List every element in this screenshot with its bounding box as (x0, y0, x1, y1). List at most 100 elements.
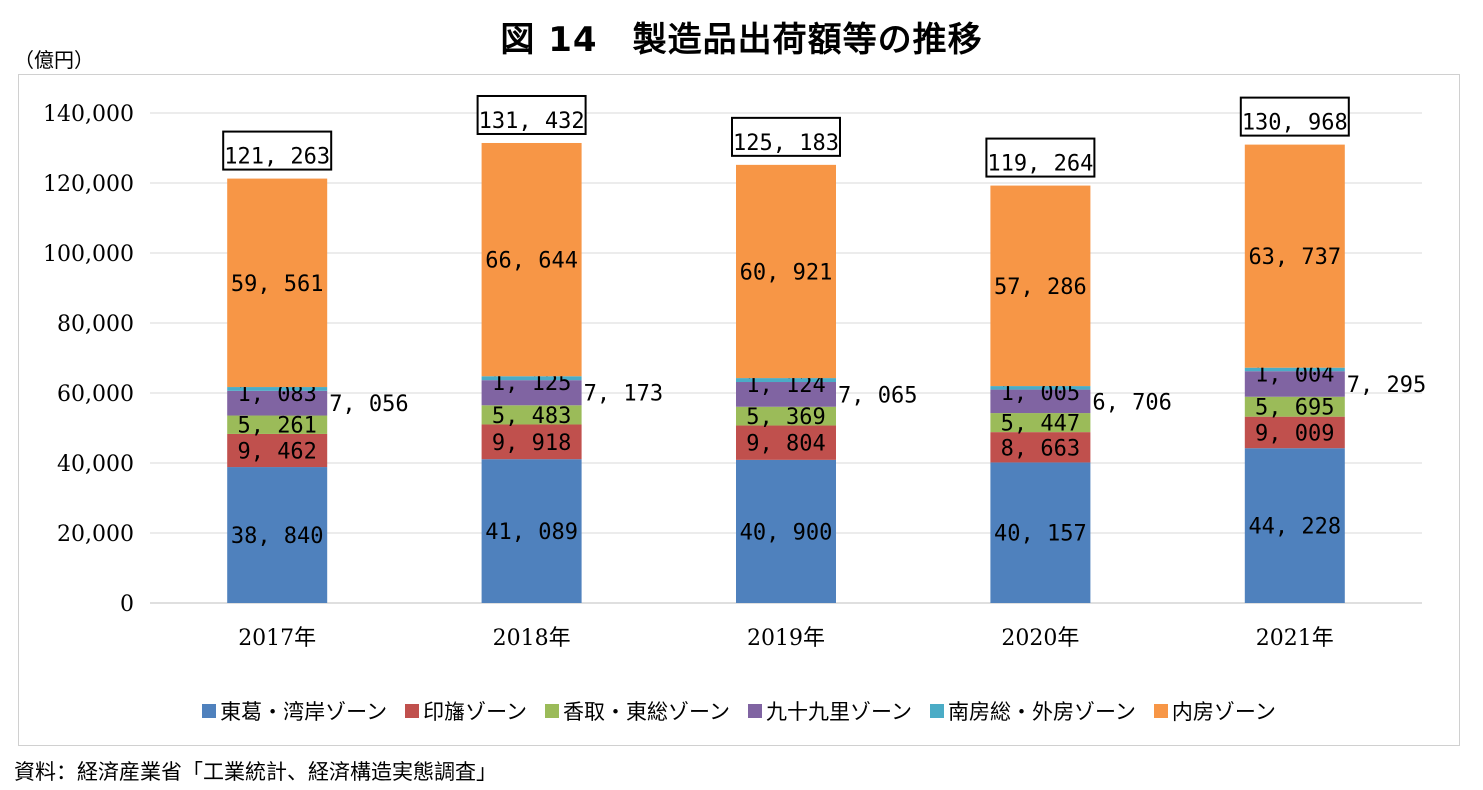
bar-segment (227, 415, 328, 434)
legend-item: 東葛・湾岸ゾーン (202, 696, 387, 726)
data-label: 5, 483 (492, 404, 571, 429)
legend-label: 印旛ゾーン (423, 700, 528, 724)
data-label: 5, 695 (1255, 396, 1334, 421)
data-label: 5, 447 (1001, 412, 1080, 437)
bar-segment (990, 462, 1091, 603)
data-label: 7, 295 (1347, 373, 1426, 398)
legend-swatch (1153, 704, 1168, 718)
data-label: 8, 663 (1001, 436, 1080, 461)
total-label-box (222, 130, 333, 171)
bar-segment (990, 413, 1091, 433)
legend-item: 印旛ゾーン (405, 696, 527, 726)
bar-segment (990, 432, 1091, 463)
total-label-box (731, 116, 841, 157)
total-label-box (1239, 96, 1350, 137)
bar-segment (990, 389, 1091, 414)
bar-segment (736, 459, 836, 603)
bar-segment (481, 405, 582, 425)
y-tick-label: 0 (120, 592, 134, 617)
bar-segment (481, 376, 582, 381)
bar-segment (1244, 448, 1345, 603)
x-tick-label: 2021年 (1256, 626, 1334, 651)
legend-swatch (929, 704, 944, 718)
legend-label: 内房ゾーン (1171, 700, 1276, 724)
legend-swatch (748, 704, 762, 718)
bar-segment (481, 380, 582, 406)
y-tick-label: 60,000 (57, 382, 134, 407)
legend-label: 東葛・湾岸ゾーン (220, 700, 388, 724)
legend-item: 内房ゾーン (1153, 696, 1276, 726)
total-label-box (476, 94, 587, 135)
bar-segment (736, 406, 836, 426)
bar-segment (736, 382, 836, 407)
y-tick-label: 140,000 (43, 102, 134, 127)
chart-frame (18, 74, 1460, 746)
data-label: 7, 173 (584, 382, 663, 407)
data-label: 5, 369 (746, 405, 825, 430)
bar-segment (227, 178, 328, 388)
y-tick-label: 40,000 (57, 452, 134, 477)
x-tick-label: 2017年 (238, 626, 316, 651)
data-label: 9, 804 (746, 432, 825, 457)
legend-item: 香取・東総ゾーン (545, 696, 730, 726)
bar-segment (227, 390, 328, 416)
data-label: 60, 921 (740, 260, 833, 285)
data-label: 9, 918 (492, 431, 571, 456)
chart-legend: 東葛・湾岸ゾーン 印旛ゾーン 香取・東総ゾーン 九十九里ゾーン 南房総・外房ゾーン 内房ゾ… (18, 694, 1460, 728)
bar-segment (481, 459, 582, 603)
data-label: 5, 261 (237, 414, 316, 439)
data-label: 59, 561 (231, 272, 324, 297)
legend-label: 南房総・外房ゾーン (947, 700, 1136, 724)
data-label: 63, 737 (1248, 245, 1341, 270)
chart-title: 図 14 製造品出荷額等の推移 (500, 20, 983, 60)
bar-segment (1244, 371, 1345, 397)
bar-segment (1244, 144, 1345, 368)
data-label: 40, 157 (994, 522, 1087, 547)
total-label: 131, 432 (479, 109, 585, 134)
legend-label: 香取・東総ゾーン (563, 700, 730, 724)
legend-label: 九十九里ゾーン (766, 700, 912, 724)
legend-item: 南房総・外房ゾーン (929, 696, 1136, 726)
data-label: 38, 840 (231, 524, 324, 549)
bar-segment (990, 185, 1091, 387)
data-label: 57, 286 (994, 275, 1087, 300)
bar-segment (1244, 416, 1345, 449)
bar-segment (227, 387, 328, 391)
x-tick-label: 2020年 (1001, 626, 1079, 651)
data-label: 44, 228 (1248, 515, 1341, 540)
legend-swatch (202, 704, 217, 718)
data-label: 6, 706 (1092, 390, 1171, 415)
data-label: 7, 065 (838, 383, 917, 408)
y-tick-label: 20,000 (57, 522, 134, 547)
data-label: 40, 900 (740, 520, 833, 545)
bar-segment (1244, 367, 1345, 372)
y-axis-unit-label: （億円） (14, 48, 94, 72)
total-label: 125, 183 (733, 131, 839, 156)
legend-swatch (545, 704, 560, 718)
total-label: 121, 263 (224, 145, 330, 170)
data-label: 41, 089 (485, 520, 578, 545)
total-label: 130, 968 (1242, 111, 1348, 136)
source-note: 資料：経済産業省「工業統計、経済構造実態調査」 (14, 760, 497, 784)
bar-segment (736, 425, 836, 460)
data-label: 9, 462 (237, 440, 316, 465)
legend-swatch (405, 704, 420, 718)
data-label: 66, 644 (485, 249, 578, 274)
bar-segment (227, 467, 328, 603)
total-label: 119, 264 (987, 152, 1093, 177)
y-tick-label: 80,000 (57, 312, 134, 337)
bar-segment (481, 142, 582, 377)
bar-segment (227, 433, 328, 468)
bar-segment (990, 386, 1091, 390)
x-tick-label: 2018年 (493, 626, 571, 651)
data-label: 9, 009 (1255, 421, 1334, 446)
legend-item: 九十九里ゾーン (748, 696, 912, 726)
bar-segment (481, 424, 582, 460)
data-label: 7, 056 (329, 392, 408, 417)
y-tick-label: 100,000 (43, 242, 134, 267)
x-tick-label: 2019年 (747, 626, 825, 651)
total-label-box (985, 137, 1096, 178)
bar-segment (1244, 396, 1345, 417)
y-tick-label: 120,000 (43, 172, 134, 197)
